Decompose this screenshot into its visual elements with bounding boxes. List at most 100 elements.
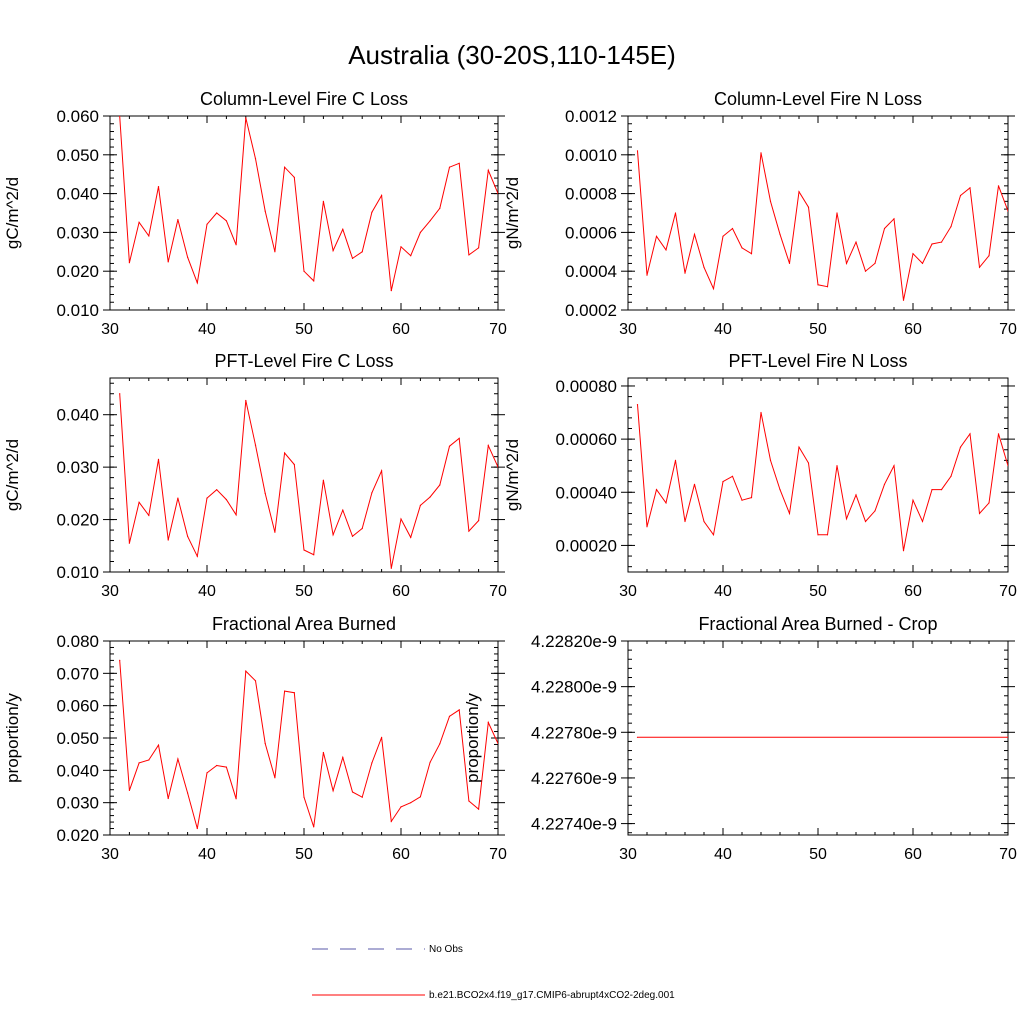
legend-label-model-run: b.e21.BCO2x4.f19_g17.CMIP6-abrupt4xCO2-2… [429, 990, 675, 1001]
x-tick-label: 30 [619, 583, 637, 600]
data-point [760, 152, 762, 154]
x-tick-label: 70 [999, 583, 1017, 600]
series-line [119, 660, 498, 829]
data-point [119, 393, 121, 395]
data-point [235, 514, 237, 516]
data-point [177, 497, 179, 499]
data-point [381, 194, 383, 197]
data-point [264, 210, 266, 212]
data-point [969, 433, 971, 435]
data-point [274, 777, 276, 779]
y-tick-label: 0.010 [56, 301, 99, 320]
plot-frame [109, 377, 499, 573]
y-axis-label: gN/m^2/d [503, 439, 522, 511]
x-tick-label: 50 [809, 583, 827, 600]
data-point [845, 262, 848, 264]
data-point [448, 166, 451, 168]
data-point [874, 262, 876, 264]
data-point [893, 218, 895, 220]
x-tick-label: 40 [714, 846, 732, 863]
y-tick-label: 0.020 [56, 826, 99, 845]
data-point [722, 235, 724, 237]
data-point [836, 212, 838, 214]
data-point [177, 758, 179, 760]
data-point [235, 798, 237, 800]
y-tick-label: 0.040 [56, 406, 99, 425]
data-point [912, 499, 914, 501]
data-point [157, 458, 160, 460]
data-point [322, 751, 324, 754]
data-point [458, 709, 460, 711]
data-point [883, 227, 886, 230]
legend-label-no-obs: No Obs [429, 944, 463, 955]
data-point [196, 282, 198, 284]
data-point [893, 465, 895, 467]
x-tick-label: 70 [999, 846, 1017, 863]
data-point [177, 219, 179, 221]
data-point [284, 452, 286, 454]
x-tick-label: 40 [198, 321, 216, 338]
data-point [167, 539, 169, 541]
y-axis-label: gN/m^2/d [503, 177, 522, 249]
data-point [836, 465, 838, 467]
data-point [439, 484, 441, 486]
data-point [864, 270, 867, 272]
data-point [988, 255, 990, 257]
data-point [400, 518, 402, 520]
data-point [371, 762, 373, 764]
data-point [855, 494, 857, 496]
data-point [390, 290, 392, 292]
x-tick-label: 60 [904, 321, 922, 338]
data-point [342, 228, 344, 230]
panel-5: 30 40 50 60 70 0.020 0.030 0.040 0.050 0.060 0.070… [3, 614, 507, 863]
x-tick-label: 30 [101, 321, 119, 338]
data-point [293, 463, 295, 466]
data-point [478, 808, 480, 810]
y-tick-label: 0.0002 [565, 301, 617, 320]
data-point [807, 206, 810, 208]
data-point [478, 520, 480, 522]
y-tick-label: 0.030 [56, 458, 99, 477]
data-point [187, 256, 189, 258]
data-point [419, 231, 421, 233]
data-point [303, 549, 305, 551]
data-point [874, 510, 876, 512]
data-point [497, 466, 498, 468]
data-point [448, 715, 451, 717]
data-point [997, 185, 1000, 187]
data-point [361, 527, 363, 530]
data-point [225, 220, 227, 222]
y-tick-label: 0.00060 [556, 430, 617, 449]
series-line [119, 116, 498, 291]
data-point [410, 255, 412, 257]
y-tick-label: 0.020 [56, 511, 99, 530]
data-point [788, 512, 791, 515]
x-tick-label: 50 [809, 846, 827, 863]
data-point [128, 789, 130, 792]
x-tick-label: 70 [999, 321, 1017, 338]
data-point [216, 212, 218, 214]
y-tick-label: 0.060 [56, 107, 99, 126]
figure-title: Australia (30-20S,110-145E) [348, 40, 676, 70]
panel-title: PFT-Level Fire C Loss [214, 351, 393, 371]
data-point [429, 761, 431, 763]
panel-title: Column-Level Fire C Loss [200, 89, 408, 109]
data-point [274, 251, 276, 253]
data-point [128, 542, 130, 544]
data-point [807, 462, 810, 464]
data-point [245, 117, 247, 119]
panel-title: PFT-Level Fire N Loss [728, 351, 907, 371]
x-tick-label: 40 [198, 583, 216, 600]
x-tick-label: 30 [619, 846, 637, 863]
data-point [769, 459, 772, 461]
data-point [731, 475, 734, 477]
data-point [769, 200, 772, 202]
series-line [637, 404, 1008, 551]
data-point [439, 743, 441, 745]
data-point [381, 736, 383, 739]
data-point [722, 481, 724, 483]
data-point [196, 827, 198, 830]
data-point [332, 790, 334, 792]
data-point [410, 536, 412, 539]
